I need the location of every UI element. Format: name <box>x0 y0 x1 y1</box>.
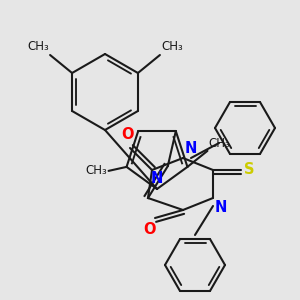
Text: O: O <box>121 127 133 142</box>
Text: CH₃: CH₃ <box>27 40 49 53</box>
Text: N: N <box>185 141 197 156</box>
Text: CH₃: CH₃ <box>208 137 230 150</box>
Text: N: N <box>151 171 163 186</box>
Text: S: S <box>244 163 254 178</box>
Text: CH₃: CH₃ <box>161 40 183 53</box>
Text: CH₃: CH₃ <box>86 164 108 177</box>
Text: N: N <box>215 200 227 215</box>
Text: O: O <box>143 222 155 237</box>
